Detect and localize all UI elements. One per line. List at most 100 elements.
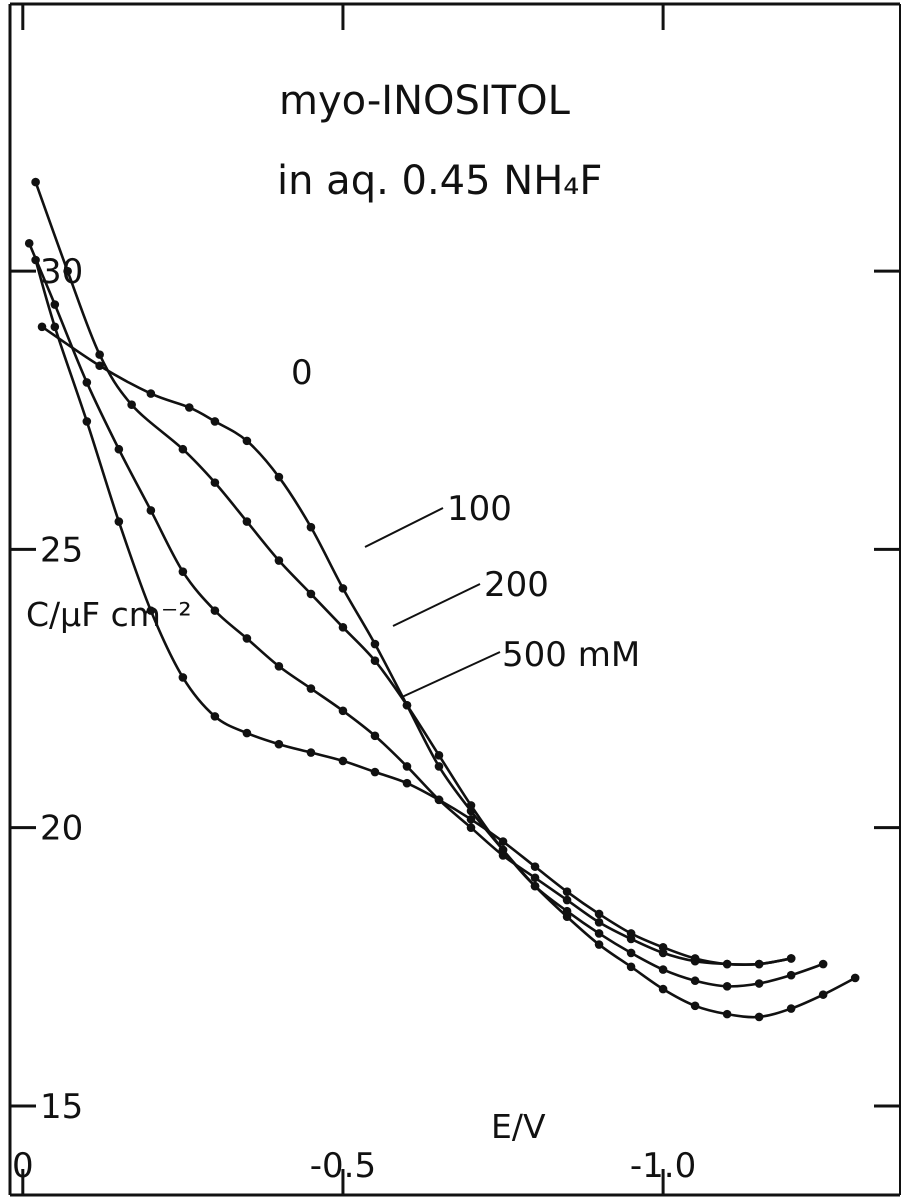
tick-marks [10,4,900,1195]
series-leader-lines [364,507,501,698]
data-point-s0-21 [754,1012,764,1022]
data-point-s3-2 [82,417,92,426]
data-point-s3-13 [434,795,444,805]
y-axis-label: C/μF cm⁻² [26,595,192,634]
data-point-s2-18 [594,917,604,927]
data-point-s3-11 [370,767,380,777]
data-point-s2-8 [274,661,284,671]
data-point-s3-21 [690,954,700,963]
data-point-s0-9 [370,639,380,649]
data-point-s1-4 [178,444,188,454]
x-tick-label: -0.5 [310,1146,376,1186]
data-point-s2-4 [146,506,156,515]
data-point-s3-23 [754,959,764,969]
data-point-s0-2 [146,389,156,398]
data-point-s1-8 [306,589,316,599]
data-point-s1-0 [31,177,40,187]
data-point-s1-10 [370,656,380,666]
data-point-s3-1 [50,322,60,332]
data-point-s3-3 [114,517,124,526]
data-point-s3-7 [242,728,252,738]
data-point-s2-11 [370,731,380,741]
data-point-s3-14 [466,815,476,824]
data-point-s0-7 [306,522,316,532]
data-point-s3-8 [274,739,284,749]
data-point-s3-0 [31,255,40,265]
data-point-s3-9 [306,748,316,757]
data-point-s1-6 [242,517,252,526]
series-line-1 [34,181,824,988]
data-point-s1-2 [95,350,104,359]
data-point-s2-14 [466,823,476,832]
data-point-s1-1 [63,266,72,276]
x-axis-label: E/V [491,1107,546,1146]
data-point-s2-15 [498,851,508,860]
chart-title-line-2: in aq. 0.45 NH₄F [277,158,602,204]
data-point-s1-22 [754,979,764,988]
data-point-s2-16 [530,873,540,883]
data-point-s3-18 [594,909,604,919]
data-point-s0-17 [626,962,636,972]
series-label-100: 100 [447,489,512,529]
data-point-s0-24 [850,973,860,983]
data-point-s1-15 [530,881,540,891]
data-point-s1-20 [690,976,700,986]
data-point-s3-20 [658,943,668,952]
data-point-s0-6 [274,472,284,482]
data-point-s0-11 [434,762,444,771]
y-tick-label: 25 [40,530,83,570]
leader-200 [392,583,481,627]
data-point-s2-3 [114,444,124,454]
leader-500 [401,651,501,698]
data-point-s1-18 [626,948,636,958]
data-point-s1-13 [466,801,476,810]
data-point-s2-5 [178,567,188,576]
data-point-s0-19 [690,1001,700,1011]
data-point-s3-24 [786,954,796,963]
leader-100 [364,507,444,548]
data-point-s2-17 [562,895,572,905]
data-point-s3-17 [562,887,572,896]
plot-frame [8,2,901,1197]
data-point-s2-1 [50,300,60,309]
x-tick-label: -1.0 [630,1146,696,1186]
data-point-s1-23 [786,970,796,980]
data-point-s1-21 [722,981,732,991]
data-point-s0-8 [338,584,348,593]
data-point-s0-22 [786,1004,796,1013]
data-point-s2-6 [210,606,220,615]
data-point-s3-12 [402,778,412,788]
series-label-500: 500 mM [502,635,640,675]
data-point-s2-10 [338,706,348,716]
data-point-s1-19 [658,965,668,974]
data-point-s1-7 [274,556,284,565]
data-point-s3-5 [178,673,188,682]
chart-title-line-1: myo-INOSITOL [279,78,571,124]
data-point-s1-9 [338,623,348,632]
series-points [24,177,860,1022]
data-point-s3-19 [626,929,636,938]
data-point-s2-9 [306,684,316,693]
data-point-s1-12 [434,751,444,760]
data-point-s1-17 [594,929,604,938]
data-point-s0-4 [210,417,220,426]
y-tick-label: 15 [40,1087,83,1127]
data-point-s1-11 [402,700,412,710]
data-point-s2-7 [242,634,252,643]
data-point-s3-15 [498,837,508,846]
x-tick-label: 0 [12,1146,34,1186]
data-point-s2-0 [24,239,34,248]
data-point-s2-12 [402,762,412,771]
data-point-s3-22 [722,959,732,969]
data-point-s1-5 [210,478,220,487]
data-point-s0-5 [242,436,252,446]
data-point-s0-0 [37,322,47,332]
data-point-s0-16 [594,940,604,949]
data-point-s0-23 [818,990,828,999]
data-point-s1-24 [818,959,828,969]
data-point-s0-3 [184,403,194,412]
data-point-s0-20 [722,1009,732,1019]
series-label-0: 0 [291,353,313,393]
